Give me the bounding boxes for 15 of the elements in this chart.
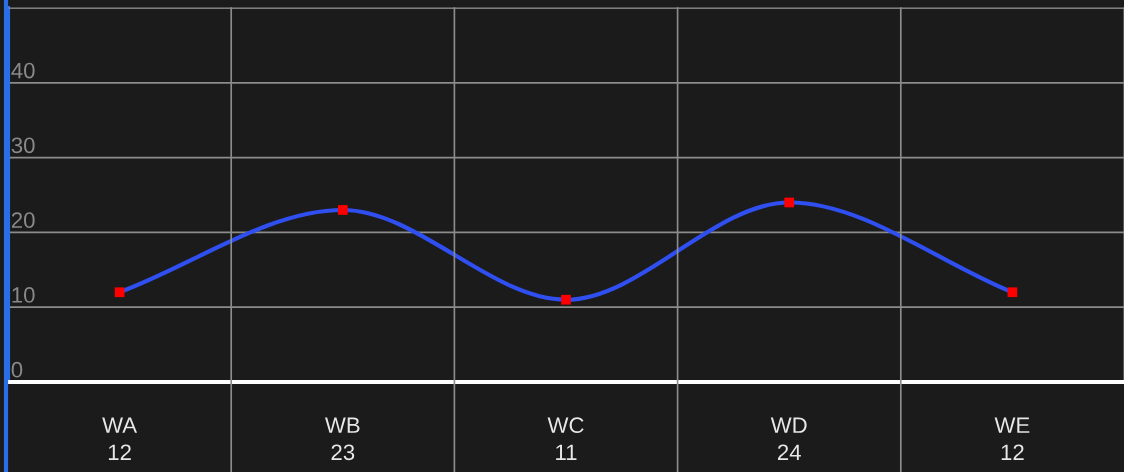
data-label: 12 xyxy=(1001,444,1024,460)
x-tick-label: WE xyxy=(994,417,1030,433)
y-tick-label: 20 xyxy=(11,212,35,229)
data-label: 24 xyxy=(777,444,801,460)
x-tick-label: WC xyxy=(547,417,584,434)
x-tick-label: WB xyxy=(325,417,360,433)
y-tick-label: 0 xyxy=(11,361,23,378)
data-label: 12 xyxy=(108,444,131,460)
y-tick-label: 30 xyxy=(11,137,35,154)
x-tick-label: WA xyxy=(102,417,138,433)
y-tick-label: 40 xyxy=(11,62,35,79)
data-label: 23 xyxy=(331,444,355,461)
y-tick-label: 10 xyxy=(12,287,35,303)
data-label: 11 xyxy=(556,444,577,460)
x-tick-label: WD xyxy=(770,417,807,433)
